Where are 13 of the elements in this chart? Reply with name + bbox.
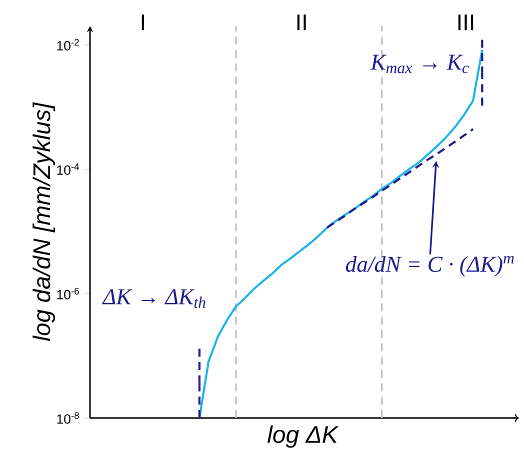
y-tick-label: 10$^{-6}$ bbox=[57, 288, 79, 300]
annotation: ΔK → ΔK$_{th}$ bbox=[102, 289, 206, 308]
annotation: I bbox=[142, 14, 144, 30]
y-tick-label: 10$^{-8}$ bbox=[57, 412, 79, 424]
annotation: II bbox=[297, 14, 306, 30]
line-series bbox=[326, 128, 474, 229]
annotation: III bbox=[458, 14, 474, 30]
y-tick-label: 10$^{-4}$ bbox=[57, 163, 80, 175]
annotation: K$_{max}$ → K$_{c}$ bbox=[370, 54, 469, 74]
annotation: da/dN = C · (ΔK)$^{m}$ bbox=[346, 256, 514, 277]
y-axis-title: log da/dN [mm/Zyklus] bbox=[32, 102, 56, 341]
x-axis-title: log ΔK bbox=[267, 425, 339, 448]
y-tick-label: 10$^{-2}$ bbox=[57, 39, 79, 50]
